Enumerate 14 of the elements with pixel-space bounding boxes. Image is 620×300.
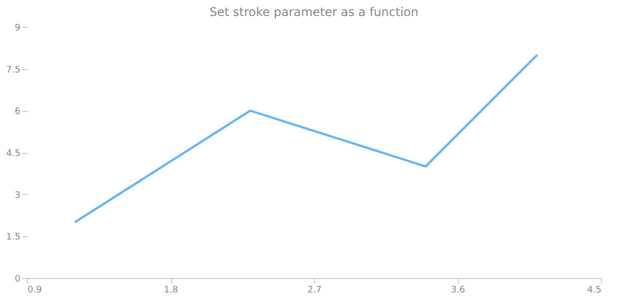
line-series — [74, 54, 538, 224]
x-tick-label: 3.6 — [450, 286, 466, 296]
y-tick-label: 9 — [14, 24, 21, 34]
x-tick-label: 1.8 — [164, 286, 178, 296]
y-tick-label: 0 — [14, 274, 21, 284]
y-tick-label: 3 — [14, 190, 20, 201]
y-tick-label: 4.5 — [6, 149, 20, 159]
y-tick-label: 1.5 — [6, 232, 20, 243]
x-tick-label: 2.7 — [307, 286, 322, 296]
chart-title: Set stroke parameter as a function — [210, 5, 418, 19]
y-tick-label: 7.5 — [6, 65, 20, 76]
x-tick-label: 0.9 — [28, 286, 42, 296]
y-tick-label: 6 — [14, 107, 21, 118]
x-tick-label: 4.5 — [587, 286, 602, 296]
